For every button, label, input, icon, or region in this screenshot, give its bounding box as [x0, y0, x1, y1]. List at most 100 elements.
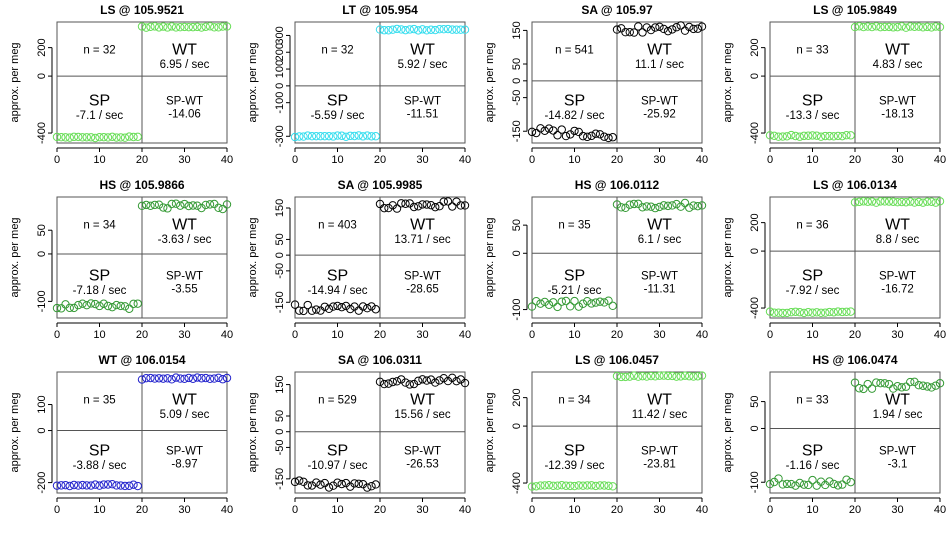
wt-point: [871, 198, 880, 207]
sp-point: [527, 302, 537, 311]
spwt-value: -3.1: [887, 459, 907, 471]
wt-point: [935, 379, 944, 388]
wt-point: [396, 199, 405, 208]
sp-point: [795, 308, 804, 317]
spwt-label: SP-WT: [166, 445, 203, 457]
spwt-value: -8.97: [171, 459, 197, 471]
wt-point: [646, 371, 656, 381]
x-tick-label: 40: [696, 329, 708, 341]
x-tick-label: 40: [221, 504, 233, 516]
wt-point: [150, 200, 159, 210]
sp-point: [591, 298, 600, 307]
wt-point: [422, 376, 431, 385]
wt-point: [689, 24, 698, 34]
wt-point: [863, 197, 872, 206]
wt-point: [439, 24, 448, 34]
sp-point: [78, 299, 87, 308]
wt-point: [880, 197, 889, 206]
wt-point: [456, 25, 465, 34]
wt-point: [214, 23, 223, 32]
y-tick-label: -50: [274, 263, 286, 279]
wt-point: [685, 203, 694, 212]
wt-point: [430, 378, 439, 387]
spwt-label: SP-WT: [403, 95, 440, 107]
wt-point: [392, 377, 401, 386]
x-tick-label: 30: [653, 504, 665, 516]
sp-point: [820, 131, 829, 141]
sp-rate: -10.97 / sec: [307, 460, 367, 472]
x-tick-label: 40: [221, 154, 233, 166]
x-tick-label: 10: [331, 154, 343, 166]
wt-point: [193, 201, 202, 210]
y-tick-label: 0: [274, 252, 286, 258]
wt-point: [413, 202, 422, 211]
sample-count: n = 34: [83, 219, 116, 231]
wt-point: [159, 22, 168, 31]
sp-point: [816, 132, 825, 141]
wt-point: [447, 25, 456, 34]
wt-point: [685, 22, 694, 32]
sp-point: [320, 302, 329, 311]
y-tick-label: -100: [274, 92, 286, 114]
y-axis-label: approx. per meg: [247, 217, 259, 297]
sp-point: [591, 129, 600, 138]
sp-point: [108, 132, 117, 142]
x-tick-label: 0: [291, 329, 297, 341]
y-tick-label: 0: [36, 73, 48, 79]
wt-point: [430, 202, 439, 212]
wt-point: [693, 372, 702, 381]
wt-point: [612, 200, 622, 209]
wt-point: [409, 202, 418, 212]
sp-point: [345, 131, 354, 141]
sp-point: [320, 478, 329, 488]
sp-label: SP: [326, 267, 347, 284]
sp-point: [812, 131, 821, 140]
sp-point: [591, 481, 600, 491]
wt-label: WT: [647, 392, 672, 409]
x-tick-label: 30: [891, 504, 903, 516]
x-tick-label: 0: [766, 154, 772, 166]
sp-point: [841, 307, 851, 317]
sp-point: [341, 132, 350, 141]
wt-point: [935, 197, 944, 206]
sp-point: [125, 304, 134, 313]
sp-point: [786, 130, 795, 140]
y-tick-label: -150: [274, 468, 286, 490]
wt-point: [214, 203, 223, 213]
sp-point: [790, 131, 800, 141]
x-tick-label: 10: [93, 329, 105, 341]
sp-point: [799, 308, 808, 318]
y-tick-label: 150: [511, 21, 523, 39]
x-tick-label: 20: [848, 504, 860, 516]
wt-point: [180, 22, 189, 32]
y-tick-label: -100: [511, 299, 523, 321]
sp-point: [52, 481, 62, 490]
wt-point: [154, 374, 164, 383]
y-axis-label: approx. per meg: [484, 392, 496, 472]
y-tick-label: 0: [511, 250, 523, 256]
wt-point: [931, 22, 940, 31]
sp-label: SP: [89, 92, 110, 109]
wt-point: [193, 373, 202, 382]
sp-point: [824, 307, 834, 317]
wt-point: [400, 378, 410, 387]
wt-point: [926, 197, 936, 206]
x-tick-label: 10: [806, 154, 818, 166]
wt-point: [655, 371, 664, 380]
wt-point: [634, 372, 643, 381]
sp-point: [91, 299, 100, 309]
sp-point: [332, 478, 342, 487]
sp-point: [566, 302, 575, 311]
sp-point: [294, 132, 303, 141]
wt-point: [918, 381, 927, 390]
sp-point: [549, 298, 558, 307]
sp-point: [608, 133, 617, 142]
spwt-value: -28.65: [406, 284, 439, 296]
panel-title: LS @ 106.0457: [575, 353, 659, 367]
spwt-label: SP-WT: [641, 445, 678, 457]
wt-point: [892, 22, 902, 32]
x-tick-label: 40: [933, 154, 945, 166]
wt-point: [875, 22, 885, 32]
y-tick-label: -50: [274, 439, 286, 455]
sp-point: [294, 476, 303, 485]
